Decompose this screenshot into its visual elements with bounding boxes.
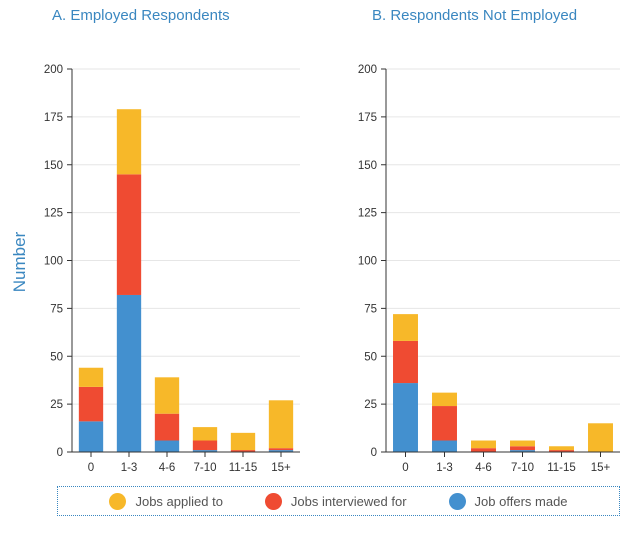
legend-swatch-offers: [448, 492, 466, 510]
ytick-label-a-150: 150: [44, 160, 63, 172]
ytick-label-b-50: 50: [364, 351, 377, 363]
xtick-label-b-2: 4-6: [475, 462, 492, 474]
bar-a-offers-0: [78, 421, 104, 452]
ytick-label-b-25: 25: [364, 399, 377, 411]
panel-b-plot: 0 25 50 75 100 125 150 175 200 0 1-3 4-6 7-10 11-15 15…: [358, 64, 620, 474]
bar-b-applied-5: [588, 423, 613, 452]
bar-b-offers-0: [393, 383, 418, 452]
ytick-label-b-75: 75: [364, 303, 377, 315]
legend-item-applied[interactable]: Jobs applied to: [109, 492, 223, 510]
bar-a-offers-2: [154, 440, 180, 452]
panel-a-plot: 0 25 50 75 100 125 150 175 200 0 1-3 4-6 7-10 11-15 15…: [44, 64, 300, 474]
legend-swatch-interviewed: [264, 492, 282, 510]
bar-b-applied-0: [393, 314, 418, 341]
ytick-label-b-100: 100: [358, 256, 377, 268]
ytick-label-a-175: 175: [44, 112, 63, 124]
bar-b-offers-1: [432, 440, 457, 452]
xtick-label-a-0: 0: [88, 462, 94, 474]
xtick-label-b-5: 15+: [591, 462, 611, 474]
ytick-label-b-175: 175: [358, 112, 377, 124]
bar-a-interviewed-1: [116, 174, 142, 295]
bar-a-offers-1: [116, 294, 142, 452]
ytick-label-a-25: 25: [50, 399, 63, 411]
ytick-label-a-200: 200: [44, 64, 63, 76]
bar-b-interviewed-0: [393, 340, 418, 384]
ytick-label-b-0: 0: [371, 447, 377, 459]
bar-a-interviewed-2: [154, 413, 180, 441]
y-axis-label: Number: [10, 231, 29, 292]
ytick-label-a-125: 125: [44, 208, 63, 220]
ytick-label-b-150: 150: [358, 160, 377, 172]
bar-b-applied-4: [549, 446, 574, 451]
legend-item-offers[interactable]: Job offers made: [448, 492, 568, 510]
bar-a-applied-4: [230, 432, 256, 451]
ytick-label-a-50: 50: [50, 351, 63, 363]
bar-b-interviewed-4: [549, 450, 574, 452]
xtick-label-b-3: 7-10: [511, 462, 534, 474]
bar-a-applied-0: [78, 367, 104, 387]
ytick-label-b-200: 200: [358, 64, 377, 76]
bar-b-applied-2: [471, 440, 496, 449]
bar-b-applied-3: [510, 440, 535, 447]
bar-a-applied-2: [154, 377, 180, 414]
legend-label-interviewed: Jobs interviewed for: [290, 493, 407, 509]
bar-b-offers-3: [510, 450, 535, 452]
bar-a-applied-1: [116, 109, 142, 175]
xtick-label-b-1: 1-3: [436, 462, 453, 474]
xtick-label-a-5: 15+: [271, 462, 291, 474]
ytick-label-a-0: 0: [57, 447, 63, 459]
bar-a-offers-5: [268, 450, 294, 452]
xtick-label-a-3: 7-10: [193, 462, 216, 474]
bar-b-interviewed-3: [510, 446, 535, 451]
xtick-label-b-0: 0: [402, 462, 408, 474]
legend: Jobs applied to Jobs interviewed for Job…: [57, 486, 620, 516]
legend-label-applied: Jobs applied to: [135, 493, 223, 509]
ytick-label-b-125: 125: [358, 208, 377, 220]
xtick-label-a-4: 11-15: [229, 462, 258, 474]
bar-a-applied-5: [268, 400, 294, 449]
bar-a-interviewed-0: [78, 386, 104, 422]
xtick-label-b-4: 11-15: [547, 462, 576, 474]
bar-a-applied-3: [192, 427, 218, 441]
legend-swatch-applied: [109, 492, 127, 510]
legend-item-interviewed[interactable]: Jobs interviewed for: [264, 492, 407, 510]
bar-a-interviewed-3: [192, 440, 218, 451]
bar-b-interviewed-2: [471, 448, 496, 452]
panel-a-title: A. Employed Respondents: [52, 7, 230, 24]
bar-b-applied-1: [432, 392, 457, 407]
ytick-label-a-75: 75: [50, 303, 63, 315]
panel-b-title: B. Respondents Not Employed: [372, 7, 577, 24]
bar-a-offers-3: [192, 450, 218, 452]
legend-label-offers: Job offers made: [474, 493, 568, 509]
bar-b-interviewed-1: [432, 406, 457, 441]
xtick-label-a-2: 4-6: [159, 462, 176, 474]
bar-a-interviewed-5: [268, 448, 294, 451]
xtick-label-a-1: 1-3: [121, 462, 138, 474]
bar-a-interviewed-4: [230, 450, 256, 452]
ytick-label-a-100: 100: [44, 256, 63, 268]
